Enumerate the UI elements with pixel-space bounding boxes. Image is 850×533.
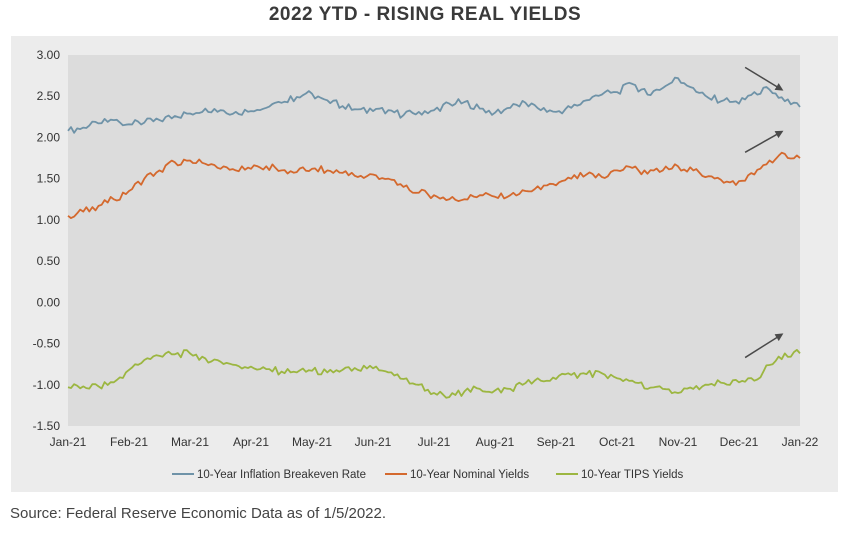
- y-tick-label: 2.50: [37, 89, 61, 103]
- x-tick-label: Apr-21: [233, 435, 269, 449]
- legend-label-tips: 10-Year TIPS Yields: [581, 469, 684, 481]
- x-tick-label: Dec-21: [720, 435, 759, 449]
- chart-title: 2022 YTD - RISING REAL YIELDS: [268, 4, 582, 25]
- x-tick-label: Jan-22: [782, 435, 819, 449]
- y-tick-label: -1.00: [33, 378, 61, 392]
- arrow-breakeven-down: [744, 66, 784, 91]
- x-tick-label: Nov-21: [659, 435, 698, 449]
- arrow-tips-up: [744, 333, 784, 359]
- y-tick-label: 0.50: [37, 254, 61, 268]
- y-tick-label: 1.50: [37, 172, 61, 186]
- y-axis: 3.00 2.50 2.00 1.50 1.00 0.50 0.00 -0.50 -1.00 -1…: [33, 48, 61, 433]
- legend: 10-Year Inflation Breakeven Rate 10-Year …: [172, 469, 684, 481]
- y-tick-label: 1.00: [37, 213, 61, 227]
- legend-label-breakeven: 10-Year Inflation Breakeven Rate: [197, 469, 366, 481]
- y-tick-label: 2.00: [37, 130, 61, 144]
- series-line-breakeven: [67, 76, 801, 134]
- x-tick-label: Sep-21: [537, 435, 576, 449]
- series-line-tips: [67, 348, 801, 399]
- arrow-nominal-up: [744, 130, 784, 153]
- y-tick-label: -0.50: [33, 337, 61, 351]
- x-tick-label: Jul-21: [418, 435, 451, 449]
- x-tick-label: Aug-21: [476, 435, 515, 449]
- x-tick-label: Oct-21: [599, 435, 635, 449]
- x-tick-label: May-21: [292, 435, 332, 449]
- series-line-nominal: [67, 151, 801, 220]
- source-note: Source: Federal Reserve Economic Data as…: [10, 505, 387, 522]
- x-tick-label: Jan-21: [50, 435, 87, 449]
- trend-arrows: [744, 66, 784, 359]
- x-tick-label: Feb-21: [110, 435, 148, 449]
- x-tick-label: Mar-21: [171, 435, 209, 449]
- x-tick-label: Jun-21: [355, 435, 392, 449]
- plot-area: [68, 55, 800, 426]
- x-axis: Jan-21 Feb-21 Mar-21 Apr-21 May-21 Jun-21 Jul-…: [50, 435, 819, 449]
- y-tick-label: -1.50: [33, 419, 61, 433]
- y-tick-label: 0.00: [37, 295, 61, 309]
- series-lines: [67, 76, 801, 399]
- legend-label-nominal: 10-Year Nominal Yields: [410, 469, 529, 481]
- y-tick-label: 3.00: [37, 48, 61, 62]
